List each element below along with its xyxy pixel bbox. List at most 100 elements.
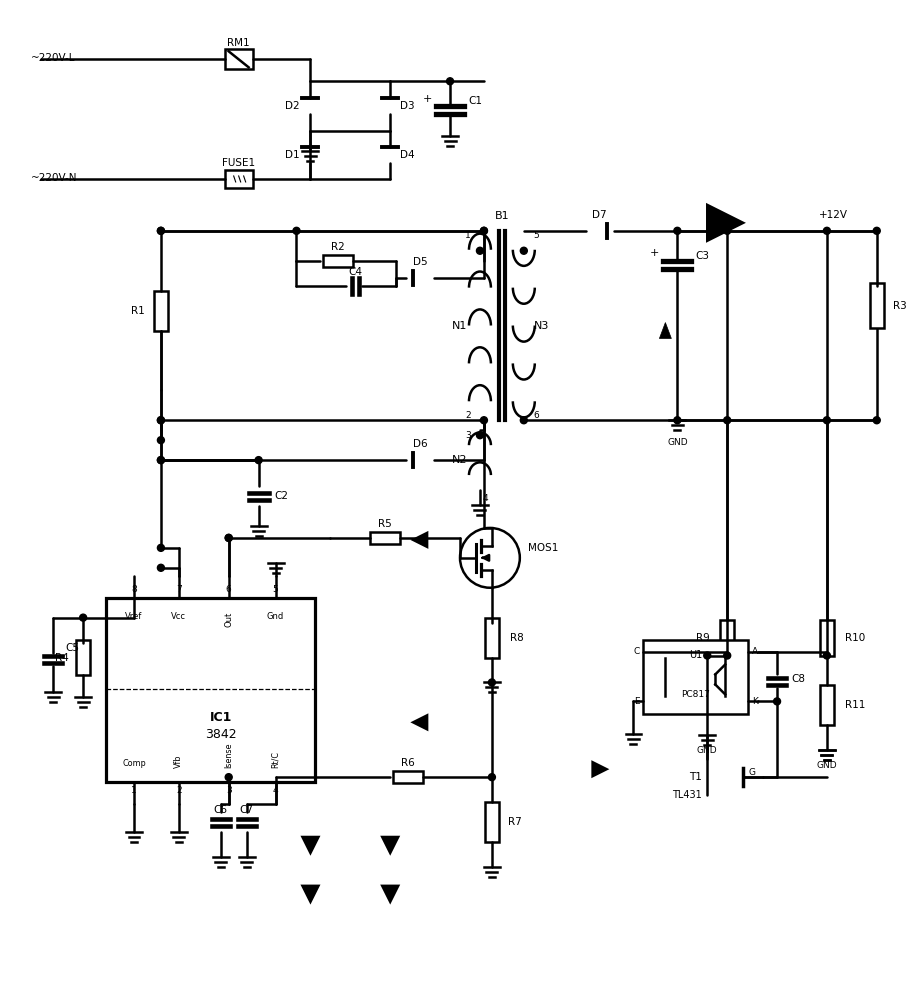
Text: R8: R8 [510, 633, 524, 643]
Text: 6: 6 [225, 585, 232, 594]
Bar [394, 771, 423, 783]
Polygon shape [302, 886, 319, 902]
Text: GND: GND [667, 438, 687, 447]
Text: 5: 5 [273, 585, 278, 594]
Text: C3: C3 [695, 251, 710, 261]
Circle shape [446, 78, 454, 85]
Text: U1: U1 [689, 650, 702, 660]
Text: +: + [422, 94, 432, 104]
Text: 3: 3 [465, 431, 471, 440]
Text: IC1: IC1 [210, 711, 232, 724]
Bar [106, 598, 315, 782]
Circle shape [723, 417, 731, 424]
Polygon shape [413, 715, 427, 729]
Circle shape [255, 457, 262, 464]
Text: Vcc: Vcc [171, 612, 187, 621]
Polygon shape [592, 762, 606, 776]
Circle shape [480, 227, 488, 234]
Circle shape [157, 437, 164, 444]
Circle shape [477, 247, 483, 254]
Text: 2: 2 [176, 786, 182, 795]
Text: R10: R10 [845, 633, 865, 643]
Text: 8: 8 [131, 585, 137, 594]
Circle shape [520, 247, 528, 254]
Circle shape [520, 417, 528, 424]
Text: R2: R2 [332, 242, 346, 252]
Circle shape [773, 698, 781, 705]
Text: C4: C4 [348, 267, 362, 277]
Bar [154, 291, 168, 331]
Circle shape [157, 227, 164, 234]
Text: RM1: RM1 [227, 38, 250, 48]
Bar [485, 618, 499, 658]
Text: 3: 3 [225, 786, 232, 795]
Circle shape [225, 774, 232, 781]
Polygon shape [383, 837, 398, 853]
Text: 3842: 3842 [205, 728, 237, 741]
Bar [820, 685, 833, 725]
Text: T1: T1 [689, 772, 702, 782]
Text: R11: R11 [845, 700, 865, 710]
Text: C: C [633, 647, 639, 656]
Circle shape [823, 417, 831, 424]
Circle shape [873, 227, 881, 234]
Text: C5: C5 [66, 643, 79, 653]
Text: D5: D5 [413, 257, 428, 267]
Circle shape [157, 457, 164, 464]
Text: D1: D1 [286, 150, 299, 160]
Bar [869, 283, 883, 328]
Text: TL431: TL431 [673, 790, 702, 800]
Bar [323, 255, 353, 267]
Text: N1: N1 [453, 321, 468, 331]
Bar [76, 640, 91, 675]
Circle shape [723, 652, 731, 659]
Circle shape [674, 227, 681, 234]
Polygon shape [302, 837, 319, 853]
Circle shape [157, 417, 164, 424]
Text: 4: 4 [482, 494, 488, 503]
Text: 7: 7 [176, 585, 182, 594]
Text: ~220V-N: ~220V-N [31, 173, 78, 183]
Text: +: + [650, 248, 660, 258]
Text: 1: 1 [465, 231, 471, 240]
Text: C7: C7 [239, 805, 254, 815]
Text: Vref: Vref [126, 612, 142, 621]
Text: D7: D7 [592, 210, 607, 220]
Text: MOS1: MOS1 [528, 543, 558, 553]
Circle shape [157, 564, 164, 571]
Bar [371, 532, 400, 544]
Bar [485, 802, 499, 842]
Text: Out: Out [225, 612, 233, 627]
Circle shape [489, 679, 495, 686]
Bar [820, 620, 833, 656]
Circle shape [823, 227, 831, 234]
Bar [225, 49, 252, 69]
Circle shape [225, 534, 232, 541]
Circle shape [674, 417, 681, 424]
Text: N2: N2 [452, 455, 468, 465]
Text: C2: C2 [274, 491, 288, 501]
Polygon shape [413, 533, 427, 547]
Circle shape [225, 534, 232, 541]
Text: R7: R7 [508, 817, 522, 827]
Text: C1: C1 [468, 96, 482, 106]
Bar [720, 620, 735, 656]
Circle shape [480, 227, 488, 234]
Text: FUSE1: FUSE1 [222, 158, 255, 168]
Circle shape [480, 417, 488, 424]
Polygon shape [383, 886, 398, 902]
Circle shape [157, 227, 164, 234]
Circle shape [823, 652, 831, 659]
Text: B1: B1 [494, 211, 509, 221]
Circle shape [873, 417, 881, 424]
Text: 6: 6 [533, 411, 539, 420]
Polygon shape [707, 205, 743, 241]
Text: GND: GND [817, 761, 837, 770]
Text: ~220V-L: ~220V-L [31, 53, 76, 63]
Text: D3: D3 [400, 101, 415, 111]
Text: GND: GND [697, 746, 718, 755]
Circle shape [704, 652, 711, 659]
Text: R9: R9 [696, 633, 710, 643]
Text: D2: D2 [286, 101, 299, 111]
Text: 2: 2 [465, 411, 471, 420]
